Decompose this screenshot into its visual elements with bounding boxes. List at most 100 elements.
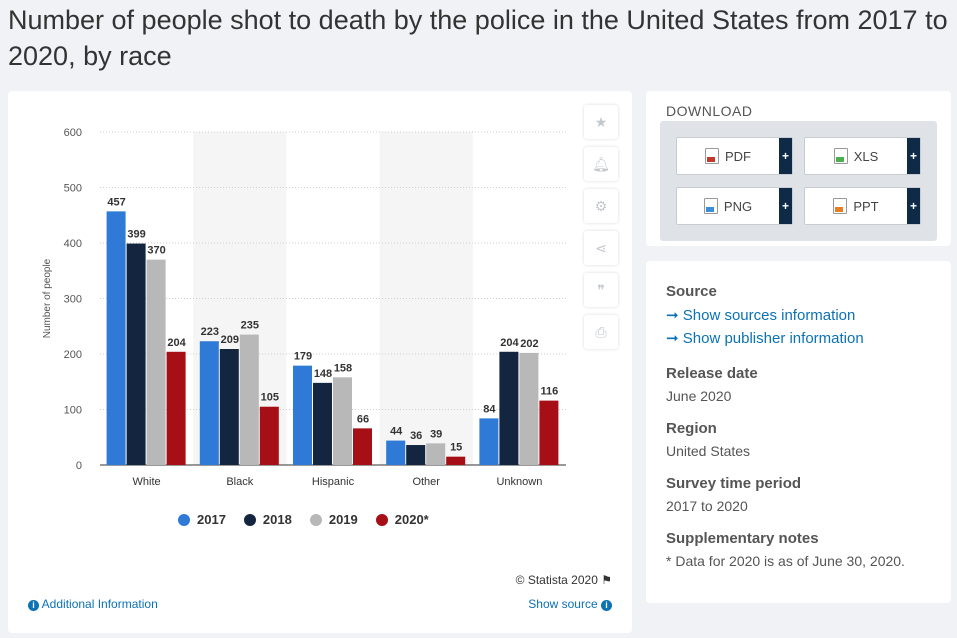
flag-icon: ⚑	[601, 573, 612, 587]
legend-label: 2017	[197, 512, 226, 527]
release-value: June 2020	[666, 388, 732, 404]
bar-other-2018	[406, 445, 426, 465]
plus-icon: +	[779, 188, 792, 224]
data-label: 235	[241, 320, 259, 332]
bar-hispanic-2018	[313, 382, 332, 465]
y-tick-label: 300	[64, 294, 82, 306]
legend-item-2017[interactable]: 2017	[178, 512, 226, 527]
bar-hispanic-2020	[353, 428, 372, 465]
data-label: 209	[221, 334, 239, 346]
x-tick-label: Black	[226, 476, 253, 488]
data-label: 84	[483, 403, 496, 415]
quote-icon[interactable]: ❞	[584, 273, 618, 307]
info-icon: i	[28, 600, 39, 611]
additional-information-link[interactable]: i Additional Information	[28, 597, 158, 611]
chart-legend: 2017 2018 2019 2020*	[178, 512, 429, 527]
legend-label: 2018	[262, 512, 292, 527]
download-card: DOWNLOAD PDF + XLS + PNG + PPT +	[646, 91, 951, 246]
bar-black-2020	[259, 406, 279, 465]
data-label: 202	[520, 338, 538, 350]
region-section: Region United States	[666, 420, 750, 459]
print-icon[interactable]: ⎙	[584, 315, 618, 349]
arrow-right-icon: ➞	[666, 307, 679, 324]
y-tick-label: 0	[76, 460, 82, 472]
data-label: 39	[430, 428, 442, 440]
show-source-label: Show source	[528, 597, 598, 611]
download-buttons: PDF + XLS + PNG + PPT +	[660, 121, 937, 241]
region-value: United States	[666, 443, 751, 459]
period-value: 2017 to 2020	[666, 498, 748, 514]
data-label: 399	[127, 229, 145, 241]
bar-unknown-2020	[539, 400, 559, 465]
bar-black-2017	[199, 341, 219, 465]
download-png-button[interactable]: PNG +	[676, 187, 793, 225]
release-section: Release date June 2020	[666, 365, 758, 404]
x-tick-label: Hispanic	[312, 476, 355, 488]
png-file-icon	[703, 198, 718, 214]
period-section: Survey time period 2017 to 2020	[666, 475, 801, 514]
legend-dot	[178, 513, 190, 526]
y-tick-label: 400	[64, 238, 82, 250]
show-source-link[interactable]: Show source i	[528, 597, 612, 611]
x-tick-label: Unknown	[496, 476, 542, 488]
category-band	[379, 132, 473, 465]
bar-black-2019	[239, 334, 259, 465]
download-title: DOWNLOAD	[666, 103, 753, 119]
download-xls-button[interactable]: XLS +	[804, 137, 921, 175]
notes-section: Supplementary notes * Data for 2020 is a…	[666, 530, 905, 569]
bar-unknown-2019	[519, 352, 539, 465]
xls-file-icon	[833, 148, 848, 164]
bar-other-2017	[386, 440, 406, 465]
bar-unknown-2017	[479, 418, 499, 465]
data-label: 204	[167, 337, 186, 349]
credit-text: © Statista 2020	[515, 573, 598, 587]
additional-information-label: Additional Information	[41, 597, 158, 611]
data-label: 223	[201, 326, 219, 338]
bell-icon[interactable]: 🔔︎	[584, 147, 618, 181]
plus-icon: +	[907, 188, 920, 224]
data-label: 44	[390, 426, 403, 438]
statista-credit[interactable]: © Statista 2020 ⚑	[516, 573, 612, 587]
pdf-file-icon	[705, 148, 719, 164]
download-png-label: PNG	[723, 198, 753, 214]
bar-hispanic-2017	[293, 365, 312, 465]
data-label: 66	[357, 413, 369, 425]
chart-card: 0 100 200 300 400 500 600 Number of people 457 39…	[8, 91, 632, 633]
legend-item-2019[interactable]: 2019	[309, 512, 358, 527]
x-tick-label: Other	[412, 476, 440, 488]
plus-icon: +	[779, 138, 792, 174]
legend-item-2020[interactable]: 2020*	[375, 512, 429, 527]
download-ppt-button[interactable]: PPT +	[804, 187, 921, 225]
star-icon[interactable]: ★	[584, 105, 618, 139]
download-xls-label: XLS	[853, 148, 879, 164]
legend-item-2018[interactable]: 2018	[243, 512, 292, 527]
notes-value: * Data for 2020 is as of June 30, 2020.	[666, 553, 905, 569]
show-publisher-label: Show publisher information	[682, 330, 864, 347]
arrow-right-icon: ➞	[666, 330, 679, 347]
data-label: 158	[334, 362, 352, 374]
bar-white-2020	[166, 351, 186, 465]
y-tick-label: 600	[64, 127, 82, 139]
data-label: 15	[450, 442, 462, 454]
period-heading: Survey time period	[666, 475, 802, 492]
legend-label: 2020*	[394, 512, 429, 527]
info-icon: i	[601, 600, 612, 611]
gear-icon[interactable]: ⚙	[584, 189, 618, 223]
chart-tools: ★ 🔔︎ ⚙ ⋖ ❞ ⎙	[584, 105, 618, 357]
bar-other-2020	[446, 456, 466, 465]
bar-white-2019	[146, 259, 166, 465]
data-label: 204	[500, 337, 519, 349]
data-label: 105	[261, 392, 279, 404]
download-pdf-button[interactable]: PDF +	[676, 137, 793, 175]
show-sources-link[interactable]: ➞ Show sources information	[666, 306, 864, 324]
show-sources-label: Show sources information	[682, 307, 856, 324]
data-label: 370	[147, 245, 165, 257]
share-icon[interactable]: ⋖	[584, 231, 618, 265]
show-publisher-link[interactable]: ➞ Show publisher information	[666, 329, 864, 347]
data-label: 457	[107, 196, 125, 208]
ppt-file-icon	[833, 198, 848, 214]
data-label: 148	[314, 368, 332, 380]
page-title: Number of people shot to death by the po…	[8, 5, 948, 71]
y-axis-label: Number of people	[42, 258, 53, 338]
bar-white-2018	[126, 243, 146, 465]
